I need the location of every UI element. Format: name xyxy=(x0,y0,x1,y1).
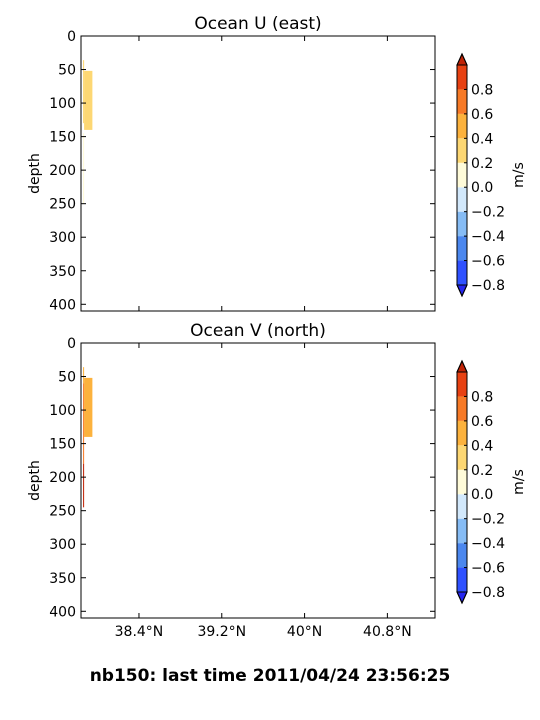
y-tick-label: 200 xyxy=(49,470,76,486)
y-tick-label: 350 xyxy=(49,264,76,280)
y-axis-label: depth xyxy=(27,460,43,501)
data-cell xyxy=(83,133,85,204)
colorbar-segment xyxy=(457,138,467,163)
colorbar-tick-label: 0.6 xyxy=(471,107,493,123)
y-tick-label: 150 xyxy=(49,437,76,453)
chart-title: Ocean U (east) xyxy=(194,14,321,34)
colorbar-segment xyxy=(457,543,467,568)
data-cell xyxy=(83,463,85,508)
data-cell xyxy=(83,383,85,464)
colorbar-segment xyxy=(457,65,467,90)
plot-frame xyxy=(80,342,436,619)
x-tick-label: 40.8°N xyxy=(363,624,412,640)
chart-panel-2: Ocean V (north) 0 50 100 150 200 250 300 350 400 3… xyxy=(27,321,527,640)
y-tick-label: 50 xyxy=(58,370,76,386)
colorbar-tick-label: 0.8 xyxy=(471,389,493,405)
y-axis-label: depth xyxy=(27,153,43,194)
colorbar-outline xyxy=(456,52,468,298)
colorbar-segment xyxy=(457,445,467,470)
colorbar-segment xyxy=(457,211,467,237)
colorbar-under-arrow xyxy=(456,591,468,605)
colorbar-segment xyxy=(457,518,467,544)
colorbar-label: m/s xyxy=(511,162,527,188)
colorbar-segment xyxy=(457,89,467,114)
colorbar-segment xyxy=(457,494,467,519)
y-tick-label: 250 xyxy=(49,504,76,520)
colorbar-tick-label: 0.2 xyxy=(471,156,493,172)
y-tick-label: 300 xyxy=(49,537,76,553)
y-tick-label: 400 xyxy=(49,297,76,313)
colorbar-segment xyxy=(457,162,467,188)
colorbar-tick-label: −0.6 xyxy=(471,254,505,270)
y-tick-label: 50 xyxy=(58,63,76,79)
colorbar: −0.8 −0.6 −0.4 −0.2 0.0 0.2 0.4 0.6 0.8 m/s xyxy=(456,359,527,605)
colorbar-tick-label: −0.6 xyxy=(471,561,505,577)
y-tick-label: 300 xyxy=(49,230,76,246)
y-tick-label: 0 xyxy=(67,29,76,45)
y-tick-label: 400 xyxy=(49,604,76,620)
colorbar-tick-label: 0.2 xyxy=(471,463,493,479)
colorbar-tick-label: −0.2 xyxy=(471,205,505,221)
colorbar: −0.8 −0.6 −0.4 −0.2 0.0 0.2 0.4 0.6 0.8 m/s xyxy=(456,52,527,298)
chart-title: Ocean V (north) xyxy=(190,321,326,341)
colorbar-tick-label: 0.4 xyxy=(471,438,493,454)
colorbar-tick-label: −0.8 xyxy=(471,585,505,601)
colorbar-label: m/s xyxy=(511,469,527,495)
colorbar-tick-label: 0.8 xyxy=(471,82,493,98)
x-tick-label: 39.2°N xyxy=(197,624,246,640)
y-tick-label: 350 xyxy=(49,571,76,587)
y-tick-label: 250 xyxy=(49,197,76,213)
x-tick-label: 40°N xyxy=(287,624,322,640)
colorbar-tick-label: −0.8 xyxy=(471,278,505,294)
colorbar-segment xyxy=(457,113,467,139)
chart-panel-1: Ocean U (east) 0 50 100 150 200 250 300 350 400 de… xyxy=(27,14,527,313)
colorbar-tick-label: 0.4 xyxy=(471,131,493,147)
colorbar-segment xyxy=(457,236,467,261)
data-cell xyxy=(83,367,85,384)
colorbar-segment xyxy=(457,567,467,592)
x-tick-label: 38.4°N xyxy=(115,624,164,640)
y-tick-label: 100 xyxy=(49,96,76,112)
colorbar-segment xyxy=(457,420,467,446)
data-cell xyxy=(84,377,93,437)
figure-title: nb150: last time 2011/04/24 23:56:25 xyxy=(89,666,451,686)
y-tick-label: 200 xyxy=(49,163,76,179)
colorbar-over-arrow xyxy=(456,52,468,66)
colorbar-tick-label: −0.2 xyxy=(471,512,505,528)
data-cell xyxy=(84,70,93,117)
colorbar-tick-label: 0.0 xyxy=(471,487,493,503)
colorbar-segment xyxy=(457,396,467,421)
data-cell xyxy=(84,116,93,130)
y-tick-label: 150 xyxy=(49,130,76,146)
y-tick-label: 0 xyxy=(67,336,76,352)
data-cell xyxy=(83,60,85,124)
colorbar-segment xyxy=(457,469,467,495)
y-tick-label: 100 xyxy=(49,403,76,419)
colorbar-under-arrow xyxy=(456,284,468,298)
plot-frame xyxy=(80,35,436,312)
colorbar-tick-label: −0.4 xyxy=(471,536,505,552)
colorbar-tick-label: 0.0 xyxy=(471,180,493,196)
colorbar-outline xyxy=(456,359,468,605)
colorbar-segment xyxy=(457,260,467,285)
colorbar-segment xyxy=(457,372,467,397)
colorbar-tick-label: 0.6 xyxy=(471,414,493,430)
colorbar-tick-label: −0.4 xyxy=(471,229,505,245)
colorbar-segment xyxy=(457,187,467,212)
colorbar-over-arrow xyxy=(456,359,468,373)
